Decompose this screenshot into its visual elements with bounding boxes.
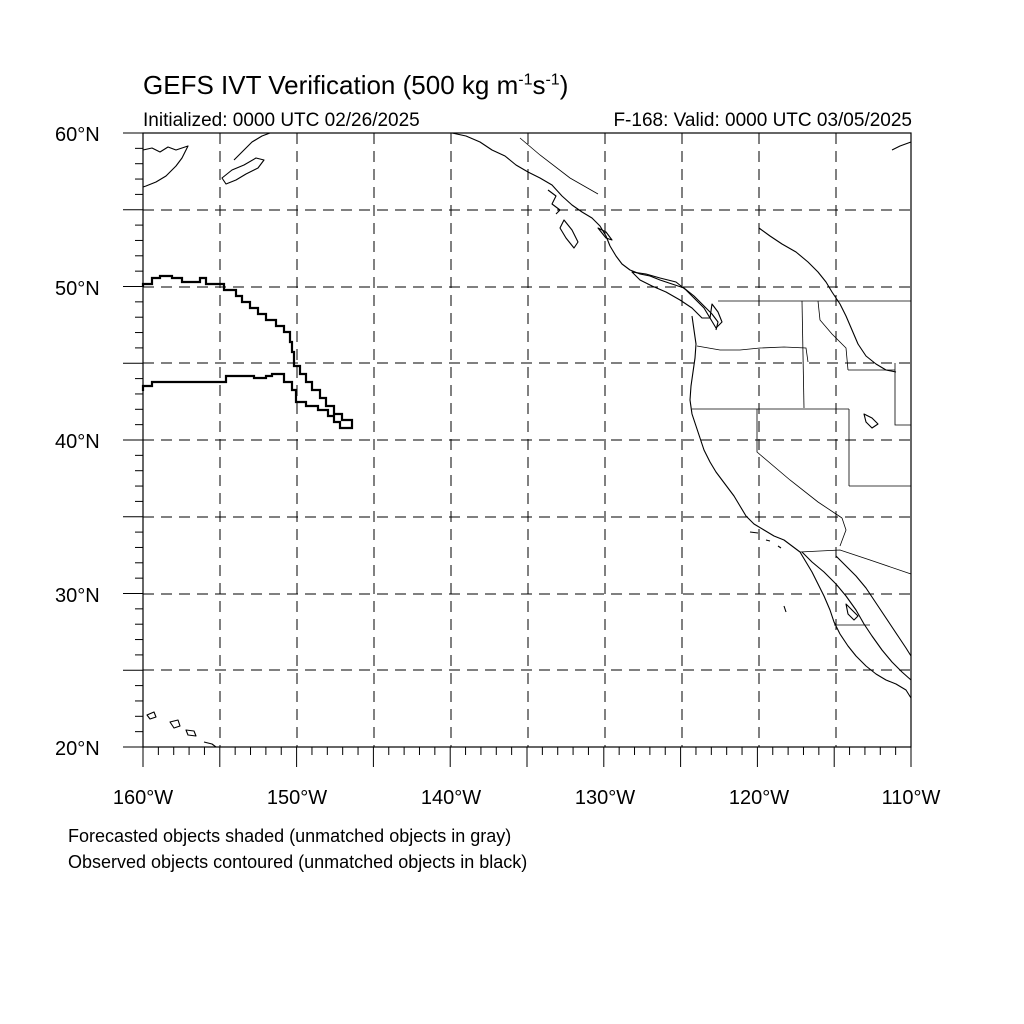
guadalupe-island (783, 605, 787, 613)
us-west-coast (689, 315, 801, 553)
northeast-coast (891, 141, 912, 151)
hudson-bay-coast (758, 227, 897, 373)
gulf-of-california-east (835, 555, 912, 657)
great-salt-lake (863, 413, 879, 429)
baja-pacific-coast (799, 551, 912, 699)
se-alaska-islands (547, 189, 613, 249)
hawaii-maui (185, 729, 197, 737)
lat-label-50: 50°N (55, 278, 100, 300)
hawaii-oahu (169, 719, 181, 729)
lat-label-60: 60°N (55, 124, 100, 146)
puget-sound (709, 303, 723, 329)
gridlines (143, 133, 911, 747)
us-mexico-border (799, 549, 912, 575)
lat-label-40: 40°N (55, 431, 100, 453)
lon-label-150w: 150°W (267, 787, 327, 809)
cook-inlet-coast (233, 132, 271, 161)
lat-label-20: 20°N (55, 738, 100, 760)
baja-tip (845, 603, 859, 621)
alaska-canada-border (519, 137, 599, 195)
idaho-montana-border (817, 300, 849, 371)
map-title: GEFS IVT Verification (500 kg m-1s-1) (143, 70, 569, 100)
valid-time: F-168: Valid: 0000 UTC 03/05/2025 (613, 110, 912, 131)
coastlines (142, 132, 912, 748)
kodiak-island (221, 157, 265, 185)
lon-labels: 160°W 150°W 140°W 130°W 120°W 110°W (113, 787, 941, 809)
political-borders (519, 137, 912, 626)
forecast-legend-note: Forecasted objects shaded (unmatched obj… (68, 826, 512, 846)
hawaii-big-island (203, 741, 217, 748)
lon-label-120w: 120°W (729, 787, 789, 809)
alaska-peninsula-coast (142, 145, 189, 188)
observed-objects (141, 274, 354, 430)
lon-label-130w: 130°W (575, 787, 635, 809)
lat-labels: 60°N 50°N 40°N 30°N 20°N (55, 124, 100, 760)
wyoming-east-border (894, 363, 911, 426)
idaho-border (801, 300, 805, 409)
axis-ticks (123, 132, 912, 767)
initialized-time: Initialized: 0000 UTC 02/26/2025 (143, 110, 420, 131)
washington-oregon-border (696, 345, 809, 363)
lon-label-160w: 160°W (113, 787, 173, 809)
lon-label-140w: 140°W (421, 787, 481, 809)
alaska-gulf-coast (451, 132, 611, 247)
gulf-of-california-west (801, 551, 912, 681)
observed-legend-note: Observed objects contoured (unmatched ob… (68, 852, 528, 872)
hawaii-kauai (146, 711, 157, 720)
lon-label-110w: 110°W (882, 787, 941, 809)
observed-object-contour (141, 274, 354, 430)
channel-islands (749, 531, 782, 549)
lat-label-30: 30°N (55, 585, 100, 607)
california-nevada-border (756, 409, 843, 519)
arizona-california-border (839, 517, 847, 547)
